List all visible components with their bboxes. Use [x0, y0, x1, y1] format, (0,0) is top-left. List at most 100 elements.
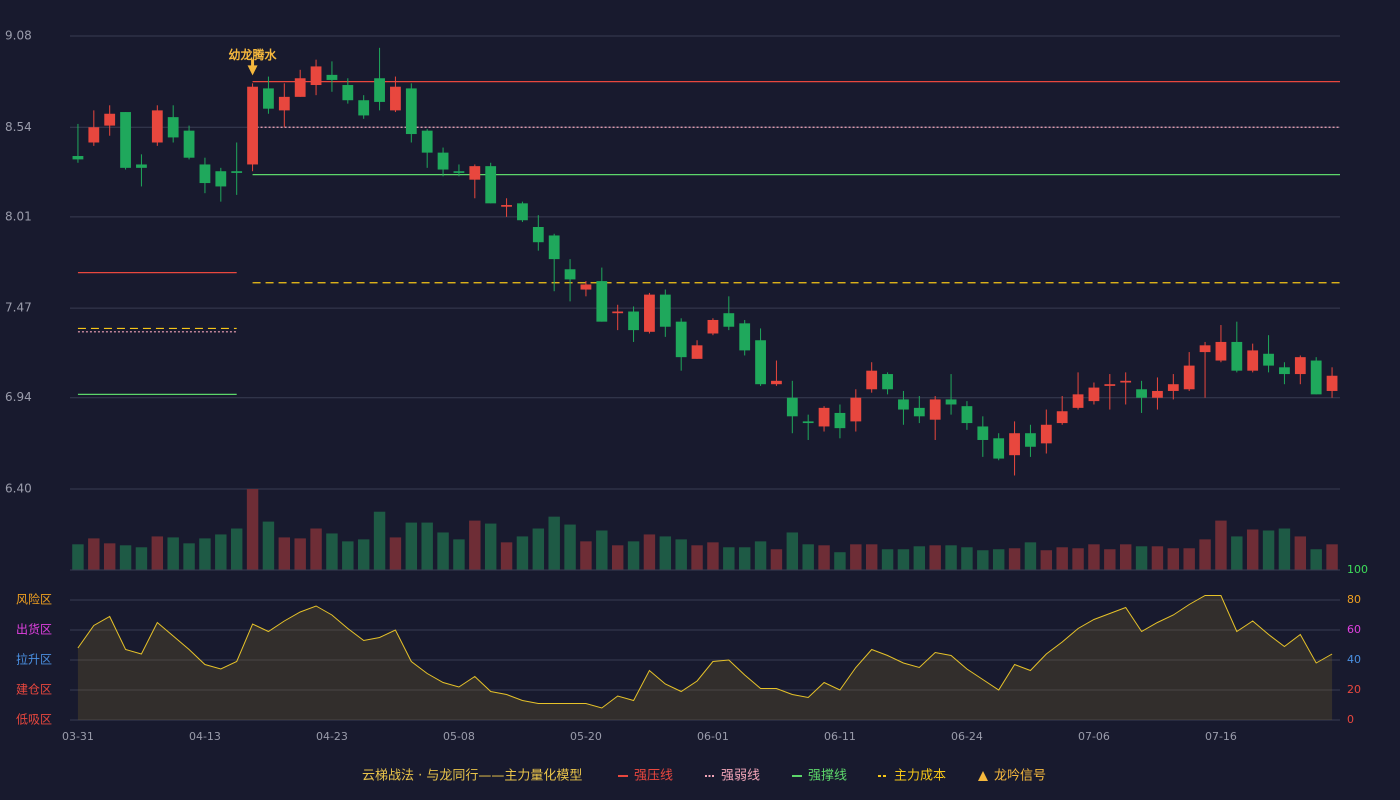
- candle-body: [628, 311, 639, 331]
- volume-bar: [151, 536, 164, 570]
- candle-body: [1056, 411, 1068, 424]
- volume-bar: [818, 545, 830, 570]
- volume-bar: [1326, 544, 1338, 570]
- signal-arrow: [247, 59, 258, 76]
- volume-bar: [738, 547, 751, 570]
- candle-body: [1072, 394, 1084, 408]
- candle-body: [1120, 380, 1132, 383]
- volume-bar: [135, 547, 148, 570]
- volume-bar: [850, 544, 862, 570]
- candle-body: [136, 164, 147, 168]
- candle-body: [898, 399, 909, 410]
- candle-body: [913, 407, 925, 417]
- zone-label: 拉升区: [16, 652, 52, 667]
- volume-bar: [1183, 548, 1195, 570]
- candle-body: [88, 127, 100, 143]
- candle-body: [501, 205, 512, 207]
- candle-body: [596, 281, 608, 322]
- candle-body: [1294, 357, 1306, 375]
- candle-body: [1231, 341, 1243, 371]
- candle-body: [1215, 341, 1227, 361]
- candle-body: [517, 203, 528, 221]
- volume-bar: [611, 545, 624, 570]
- volume-bar: [373, 511, 386, 570]
- volume-bar: [1294, 536, 1307, 570]
- volume-bar: [596, 530, 608, 570]
- volume-bar: [183, 543, 195, 570]
- candle-body: [1199, 345, 1211, 353]
- legend-label: 龙吟信号: [994, 768, 1046, 784]
- candle-body: [771, 380, 782, 385]
- candle-body: [120, 112, 131, 168]
- candle-body: [1167, 384, 1179, 391]
- volume-bar: [294, 538, 306, 570]
- candle-body: [247, 86, 258, 165]
- volume-bar: [310, 528, 322, 570]
- candle-body: [818, 407, 830, 427]
- candle-body: [453, 171, 465, 173]
- candle-body: [263, 88, 274, 109]
- volume-bar: [786, 532, 799, 570]
- x-tick-label: 06-11: [824, 730, 856, 743]
- candle-body: [961, 406, 973, 424]
- volume-bar: [119, 545, 132, 570]
- volume-bar: [278, 537, 291, 570]
- volume-bar: [1215, 520, 1227, 570]
- x-tick-label: 07-16: [1205, 730, 1237, 743]
- candle-body: [866, 370, 878, 390]
- volume-bar: [1088, 544, 1100, 570]
- volume-bar: [1310, 549, 1322, 570]
- volume-bar: [1104, 549, 1116, 570]
- candle-body: [723, 313, 735, 327]
- candle-body: [802, 421, 814, 424]
- candle-body: [278, 96, 290, 111]
- volume-bar: [865, 544, 878, 570]
- volume-bar: [1040, 550, 1053, 570]
- volume-bar: [691, 545, 703, 570]
- candle-body: [1183, 365, 1195, 390]
- candle-body: [469, 166, 481, 180]
- y-tick-label: 8.54: [5, 120, 32, 134]
- candle-body: [882, 374, 893, 390]
- volume-bar: [326, 533, 338, 570]
- candle-body: [310, 66, 322, 86]
- y2-tick-label: 100: [1347, 563, 1368, 576]
- volume-bar: [1151, 546, 1164, 570]
- zone-label: 风险区: [16, 592, 52, 607]
- volume-bar: [469, 520, 481, 570]
- candle-body: [834, 412, 846, 429]
- volume-bar: [961, 547, 973, 570]
- candle-body: [739, 323, 751, 351]
- volume-bar: [659, 536, 672, 570]
- candle-body: [850, 397, 862, 422]
- candle-body: [707, 319, 719, 334]
- chart-title: 云梯战法 · 与龙同行——主力量化模型: [362, 769, 582, 784]
- volume-bar: [103, 543, 116, 570]
- candle-body: [1247, 350, 1259, 371]
- volume-bar: [357, 539, 370, 570]
- y-tick-label: 7.47: [5, 301, 32, 315]
- x-tick-label: 07-06: [1078, 730, 1110, 743]
- zone-label: 出货区: [16, 622, 52, 637]
- candle-body: [390, 86, 401, 111]
- y-tick-label: 8.01: [5, 209, 32, 223]
- y2-tick-label: 20: [1347, 683, 1361, 696]
- y-tick-label: 6.40: [5, 482, 32, 496]
- candle-body: [1104, 384, 1116, 386]
- volume-bar: [1024, 542, 1037, 570]
- volume-bar: [421, 522, 433, 570]
- candle-body: [199, 164, 211, 184]
- candle-body: [1310, 360, 1322, 395]
- volume-bar: [580, 541, 592, 570]
- indicator-area: [77, 595, 1333, 720]
- volume-bar: [723, 547, 735, 570]
- candle-body: [977, 426, 989, 440]
- volume-bar: [627, 541, 640, 570]
- x-tick-label: 06-24: [951, 730, 983, 743]
- candle-body: [104, 113, 116, 126]
- volume-bar: [167, 537, 179, 570]
- zone-label: 建仓区: [16, 683, 52, 697]
- candle-body: [691, 345, 703, 359]
